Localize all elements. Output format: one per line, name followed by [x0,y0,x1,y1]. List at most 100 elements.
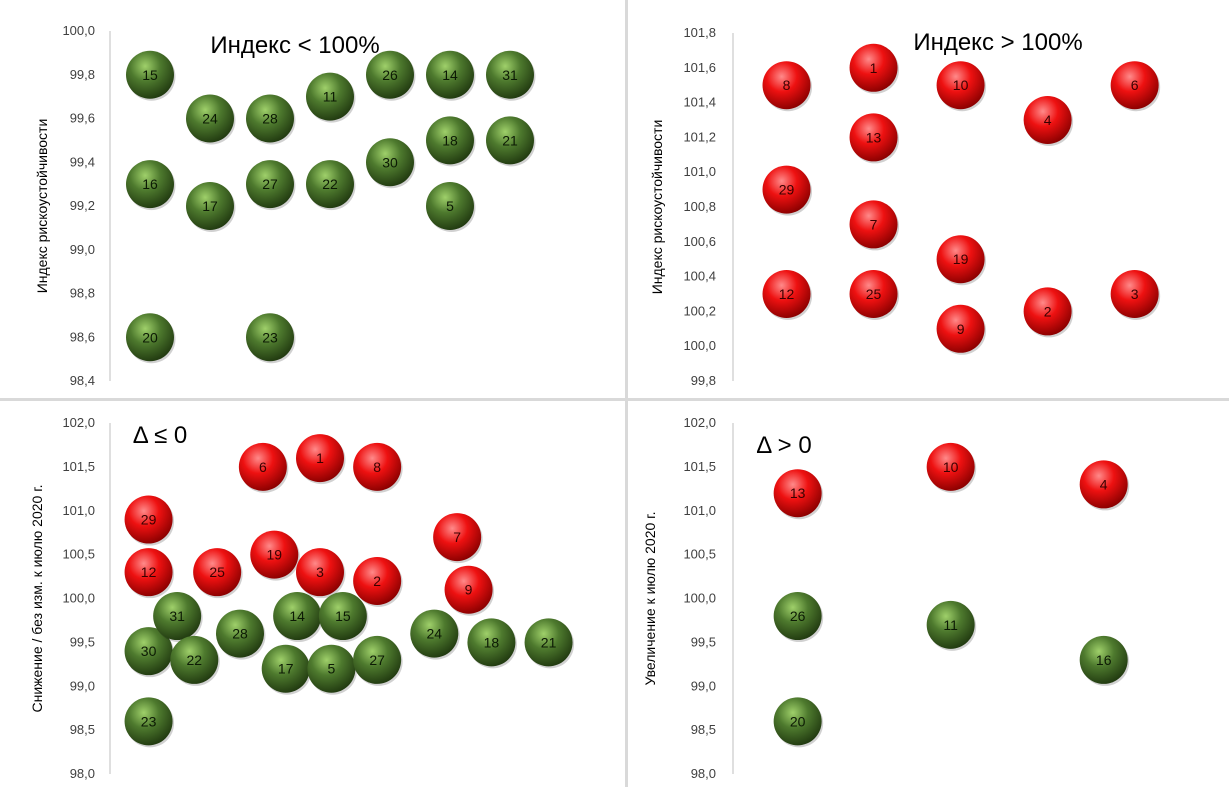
data-bubble [1079,460,1128,509]
y-tick-label: 100,2 [683,303,716,318]
data-bubble [773,469,822,518]
data-point-14: 14 [273,592,323,643]
data-point-23: 23 [124,697,175,748]
data-label: 2 [1044,303,1052,319]
data-bubble [467,618,516,667]
data-bubble [261,644,310,693]
data-point-8: 8 [353,442,403,493]
data-bubble [1110,270,1159,318]
data-label: 3 [316,564,324,580]
data-point-6: 6 [1110,61,1161,112]
y-tick-label: 99,0 [691,678,716,693]
y-tick-label: 99,0 [70,242,95,257]
data-label: 1 [316,450,324,466]
data-point-12: 12 [762,270,813,320]
data-point-9: 9 [936,304,987,355]
data-label: 19 [953,251,969,267]
y-tick-label: 99,4 [70,154,95,169]
data-point-25: 25 [193,548,243,599]
chart-panel-index-below-100: 98,4 98,6 98,8 99,0 99,2 99,4 99,6 99,8 100,0 Инд… [0,0,625,398]
y-tick-label: 101,0 [683,503,716,518]
data-label: 22 [322,176,338,192]
data-bubble [849,200,898,249]
data-label: 13 [790,485,806,501]
y-tick-label: 101,6 [683,60,716,75]
data-bubble [296,434,344,483]
data-label: 10 [943,459,959,475]
y-axis-label: Увеличение к июлю 2020 г. [642,512,658,686]
chart-delta-gt-0: 98,0 98,5 99,0 99,5 100,0 100,5 101,0 101,5 102,… [642,415,1130,781]
data-point-4: 4 [1023,96,1074,146]
data-point-17: 17 [186,182,236,232]
y-tick-label: 99,5 [691,634,716,649]
data-bubble [524,618,573,667]
y-tick-label: 99,6 [70,111,95,126]
data-point-5: 5 [426,182,476,232]
y-axis-label: Индекс рискоустойчивости [649,120,665,295]
data-point-31: 31 [153,592,203,643]
data-label: 13 [866,129,882,145]
data-label: 14 [442,67,458,83]
y-tick-label: 98,0 [691,766,716,781]
data-bubble [353,635,402,684]
data-label: 25 [209,564,225,580]
data-bubble [936,61,985,110]
data-bubble [1110,61,1159,110]
data-bubble [353,442,402,491]
y-tick-label: 100,4 [683,269,716,284]
data-bubble [444,565,493,614]
data-bubble [426,182,474,230]
data-bubble [936,304,985,353]
data-point-13: 13 [773,469,824,520]
data-bubble [1023,96,1072,144]
data-point-6: 6 [238,442,289,493]
data-point-16: 16 [1079,635,1130,686]
data-point-22: 22 [306,160,356,211]
data-point-24: 24 [186,94,236,145]
data-label: 21 [541,634,557,650]
y-tick-label: 101,0 [683,164,716,179]
data-label: 26 [790,608,806,624]
data-bubble [273,592,322,641]
data-point-3: 3 [1110,270,1161,320]
y-tick-label: 98,0 [70,766,95,781]
y-tick-label: 102,0 [683,415,716,430]
data-bubble [353,556,402,605]
data-point-19: 19 [936,235,987,286]
data-label: 22 [186,652,202,668]
data-bubble [762,165,811,214]
data-point-9: 9 [444,565,495,616]
data-point-27: 27 [353,635,403,686]
data-label: 27 [369,652,385,668]
y-tick-label: 100,0 [683,338,716,353]
y-tick-label: 102,0 [62,415,95,430]
data-label: 1 [870,60,878,76]
y-tick-label: 100,0 [683,591,716,606]
data-bubble [238,442,287,491]
chart-delta-le-0: 98,0 98,5 99,0 99,5 100,0 100,5 101,0 101,5 102,… [29,415,575,781]
data-bubble [307,644,356,693]
data-label: 11 [323,89,338,105]
data-label: 15 [335,608,351,624]
data-point-1: 1 [296,434,346,485]
data-bubble [433,513,482,562]
data-label: 23 [262,329,278,345]
data-bubble [426,50,474,99]
data-bubble [849,270,898,318]
y-tick-label: 101,5 [683,459,716,474]
data-label: 11 [943,617,958,633]
y-tick-label: 98,8 [70,286,95,301]
data-label: 27 [262,176,278,192]
data-bubble [926,442,975,491]
data-bubble [246,313,294,362]
data-bubble [318,592,367,641]
data-label: 5 [328,661,336,677]
data-bubble [1023,287,1072,336]
data-bubble [186,182,234,230]
data-label: 16 [142,176,158,192]
data-point-20: 20 [773,697,824,748]
data-bubble [773,697,822,746]
data-point-4: 4 [1079,460,1130,511]
data-point-22: 22 [170,635,220,686]
data-bubble [126,160,174,209]
